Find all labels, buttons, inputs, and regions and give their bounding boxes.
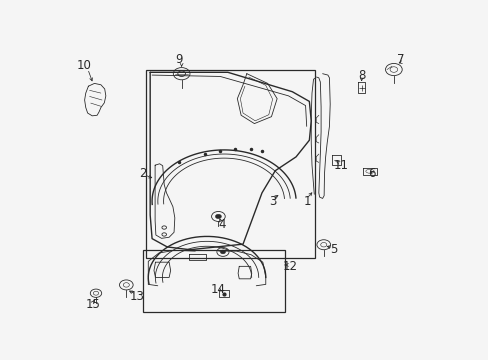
Text: 14: 14 <box>210 283 225 296</box>
Text: 1: 1 <box>303 195 310 208</box>
Text: 8: 8 <box>358 68 366 82</box>
Circle shape <box>220 250 225 254</box>
Text: 3: 3 <box>269 195 277 208</box>
Text: 7: 7 <box>396 53 403 66</box>
Text: 15: 15 <box>86 298 101 311</box>
Bar <box>142 250 284 312</box>
Text: 2: 2 <box>139 167 146 180</box>
Text: 13: 13 <box>129 289 144 302</box>
Text: 10: 10 <box>76 59 91 72</box>
Text: 4: 4 <box>218 218 225 231</box>
Text: 11: 11 <box>333 159 348 172</box>
Text: 9: 9 <box>175 53 182 66</box>
Bar <box>146 69 314 258</box>
Text: 6: 6 <box>367 167 375 180</box>
Circle shape <box>215 214 221 219</box>
Text: 12: 12 <box>283 260 297 273</box>
Text: 5: 5 <box>329 243 337 256</box>
